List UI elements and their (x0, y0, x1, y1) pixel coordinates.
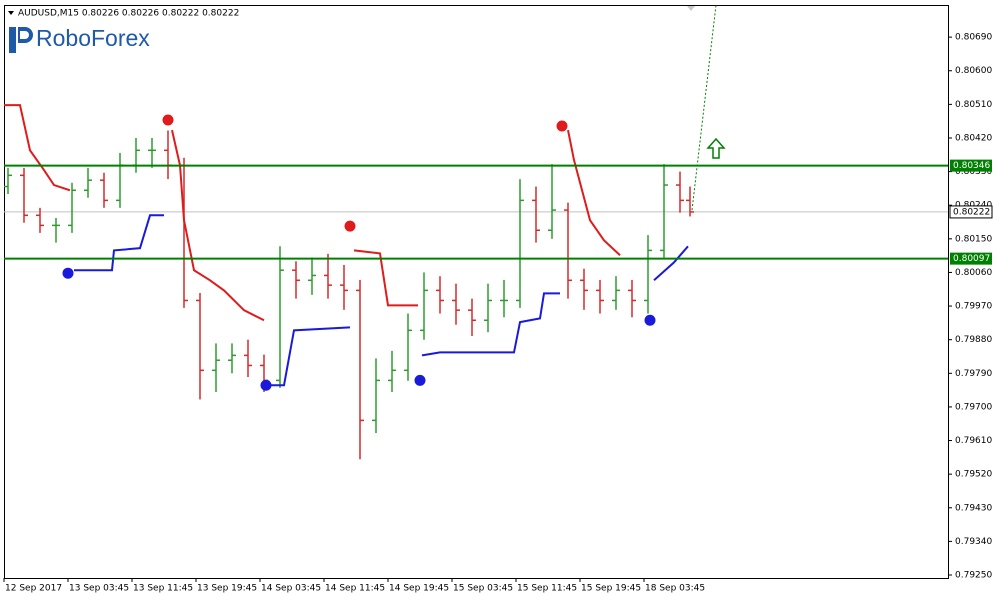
shift-marker (687, 6, 695, 11)
signal-dot (644, 314, 656, 326)
price-tag (949, 205, 993, 219)
x-tick-label: 14 Sep 11:45 (325, 584, 385, 594)
y-tick-label: 0.79970 (955, 302, 992, 312)
logo-mark (18, 27, 33, 43)
y-tick-label: 0.80600 (955, 66, 992, 76)
y-tick-label: 0.79520 (955, 470, 992, 480)
price-tag-label: 0.80222 (953, 207, 990, 217)
level-tag-label: 0.80346 (953, 161, 990, 171)
y-tick-label: 0.80330 (955, 167, 992, 177)
x-tick-label: 15 Sep 19:45 (581, 584, 641, 594)
logo-text: RoboForex (36, 25, 150, 51)
signal-dot (344, 220, 356, 232)
x-tick-label: 13 Sep 11:45 (133, 584, 193, 594)
x-tick-label: 14 Sep 03:45 (261, 584, 321, 594)
level-tag (950, 159, 992, 172)
forecast-line (691, 4, 717, 211)
y-tick-label: 0.79250 (955, 571, 992, 581)
y-tick-label: 0.80420 (955, 133, 992, 143)
signal-dot (62, 267, 74, 279)
y-tick-label: 0.80150 (955, 234, 992, 244)
y-tick-label: 0.80060 (955, 268, 992, 278)
signal-dot (162, 114, 174, 126)
trailing-line (74, 214, 689, 387)
level-tag (950, 252, 992, 265)
up-arrow (706, 137, 726, 159)
x-tick-label: 15 Sep 11:45 (517, 584, 577, 594)
y-tick-label: 0.79700 (955, 402, 992, 412)
plot-frame (4, 5, 949, 579)
signal-dot (414, 374, 426, 386)
logo-bar (9, 27, 16, 53)
menu-triangle (8, 11, 14, 15)
trailing-line (4, 104, 621, 322)
y-tick-label: 0.79610 (955, 436, 992, 446)
x-tick-label: 14 Sep 19:45 (389, 584, 449, 594)
signal-dot (556, 120, 568, 132)
y-tick-label: 0.80690 (955, 33, 992, 43)
y-tick-label: 0.79340 (955, 537, 992, 547)
x-tick-label: 13 Sep 03:45 (69, 584, 129, 594)
y-tick-label: 0.80510 (955, 100, 992, 110)
signal-dot (260, 379, 272, 391)
x-tick-label: 13 Sep 19:45 (197, 584, 257, 594)
y-tick-label: 0.79430 (955, 503, 992, 513)
y-tick-label: 0.79790 (955, 369, 992, 379)
x-tick-label: 12 Sep 2017 (5, 584, 62, 594)
x-tick-label: 18 Sep 03:45 (645, 584, 705, 594)
x-tick-label: 15 Sep 03:45 (453, 584, 513, 594)
chart-title: AUDUSD,M15 0.80226 0.80226 0.80222 0.802… (18, 9, 239, 19)
logo: RoboForex (9, 25, 150, 53)
level-tag-label: 0.80097 (953, 254, 990, 264)
y-tick-label: 0.79880 (955, 335, 992, 345)
